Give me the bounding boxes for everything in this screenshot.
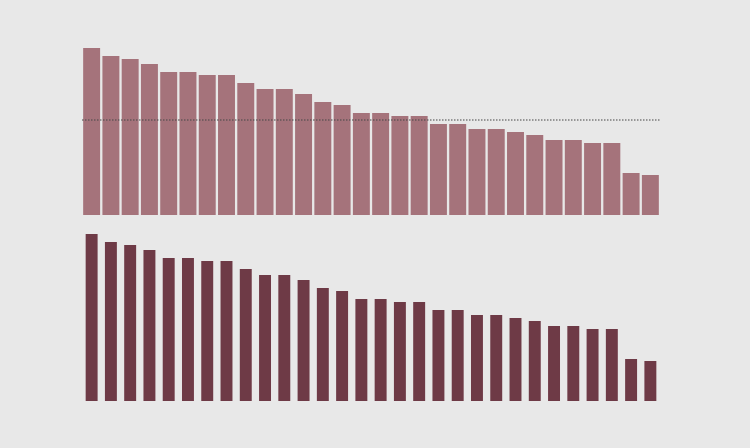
bar [374,299,387,401]
bar [410,116,428,215]
bar [162,258,175,401]
bar [275,89,293,215]
bar [605,329,618,401]
bar [509,318,522,401]
bar [237,83,255,215]
bar [295,94,313,215]
bar [140,64,158,215]
bar [104,242,117,401]
bar [239,269,252,401]
bar [603,143,621,215]
bar [490,315,503,401]
bar [372,113,390,215]
bar [297,280,310,401]
bar [102,56,120,215]
bar [507,132,524,215]
bar [449,124,467,215]
bar [526,135,544,215]
bar [121,59,139,215]
bar [393,302,406,401]
bar [333,105,351,215]
bar [220,261,233,401]
bar [314,102,332,215]
bar [586,329,599,401]
bar [198,75,216,215]
bar [352,113,370,215]
bar [143,250,156,401]
bar [256,89,274,215]
bar [218,75,235,215]
bar [336,291,349,401]
bar [429,124,447,215]
bar [584,143,602,215]
bar [181,258,194,401]
bar [468,129,486,215]
bar [528,321,541,401]
bar [201,261,214,401]
bar [124,245,137,401]
bar [487,129,505,215]
bar [622,173,640,215]
bar [451,310,464,401]
bar [413,302,426,401]
bar [548,326,561,401]
bar [316,288,329,401]
bar [179,72,197,215]
bar [83,48,101,215]
bar [641,175,659,215]
bar [625,359,638,401]
bar [355,299,368,401]
bar [644,361,657,401]
bar [391,116,409,215]
bar [85,234,98,401]
bar [432,310,445,401]
bar [278,275,291,401]
bar [545,140,563,215]
bar [567,326,580,401]
bar [160,72,178,215]
bar [259,275,272,401]
bar [564,140,582,215]
bar [470,315,483,401]
